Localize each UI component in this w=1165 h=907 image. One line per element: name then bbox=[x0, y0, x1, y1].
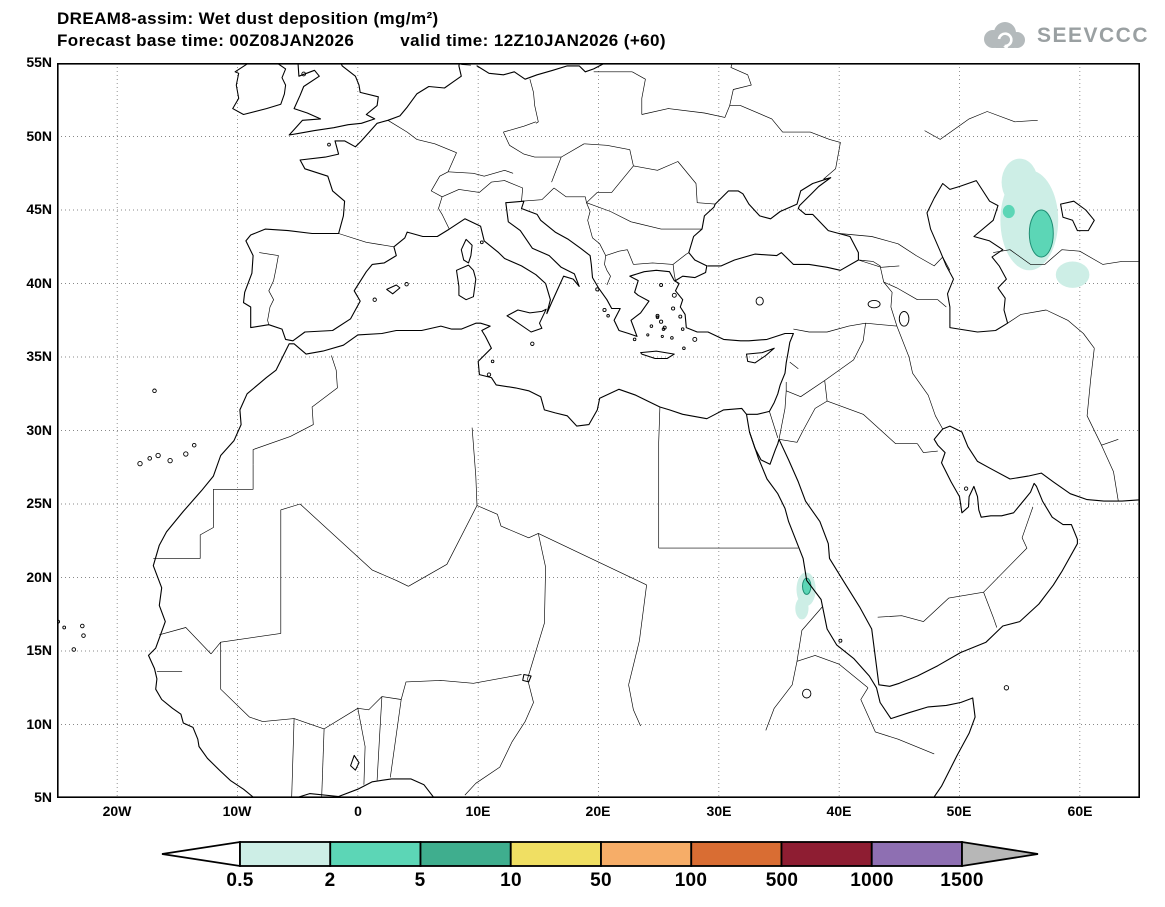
y-axis-label: 10N bbox=[26, 716, 52, 732]
colorbar bbox=[161, 840, 1039, 868]
y-axis-label: 55N bbox=[26, 54, 52, 70]
x-axis-label: 20E bbox=[585, 803, 611, 819]
colorbar-tick-label: 2 bbox=[324, 870, 336, 891]
colorbar-tick-label: 500 bbox=[765, 870, 799, 891]
y-axis-label: 50N bbox=[26, 128, 52, 144]
x-axis-label: 50E bbox=[946, 803, 972, 819]
page-title: DREAM8-assim: Wet dust deposition (mg/m²… bbox=[57, 9, 439, 28]
y-axis-label: 40N bbox=[26, 275, 52, 291]
logo-text: SEEVCCC bbox=[1036, 24, 1149, 47]
x-axis-label: 40E bbox=[826, 803, 852, 819]
y-axis-label: 30N bbox=[26, 422, 52, 438]
y-axis-label: 45N bbox=[26, 201, 52, 217]
x-axis-label: 0 bbox=[354, 803, 362, 819]
colorbar-tick-label: 50 bbox=[590, 870, 612, 891]
colorbar-tick-label: 0.5 bbox=[226, 870, 254, 891]
header: DREAM8-assim: Wet dust deposition (mg/m²… bbox=[57, 8, 666, 52]
map-canvas bbox=[57, 63, 1140, 798]
colorbar-tick-label: 100 bbox=[674, 870, 708, 891]
x-axis-label: 10E bbox=[465, 803, 491, 819]
valid-time: valid time: 12Z10JAN2026 (+60) bbox=[400, 31, 666, 50]
cloud-icon bbox=[983, 22, 1025, 50]
x-axis-label: 10W bbox=[222, 803, 252, 819]
y-axis-label: 25N bbox=[26, 495, 52, 511]
forecast-base-time: Forecast base time: 00Z08JAN2026 bbox=[57, 31, 355, 50]
page-subtitle: Forecast base time: 00Z08JAN2026 valid t… bbox=[57, 30, 666, 52]
colorbar-tick-label: 1500 bbox=[940, 870, 984, 891]
colorbar-tick-label: 5 bbox=[414, 870, 426, 891]
x-axis-label: 60E bbox=[1067, 803, 1093, 819]
y-axis-label: 15N bbox=[26, 642, 52, 658]
y-axis-label: 20N bbox=[26, 569, 52, 585]
colorbar-tick-label: 1000 bbox=[850, 870, 894, 891]
y-axis-label: 5N bbox=[34, 789, 52, 805]
colorbar-tick-label: 10 bbox=[500, 870, 522, 891]
seevccc-logo: SEEVCCC bbox=[978, 20, 1149, 52]
x-axis-label: 20W bbox=[102, 803, 132, 819]
x-axis-label: 30E bbox=[706, 803, 732, 819]
y-axis-label: 35N bbox=[26, 348, 52, 364]
